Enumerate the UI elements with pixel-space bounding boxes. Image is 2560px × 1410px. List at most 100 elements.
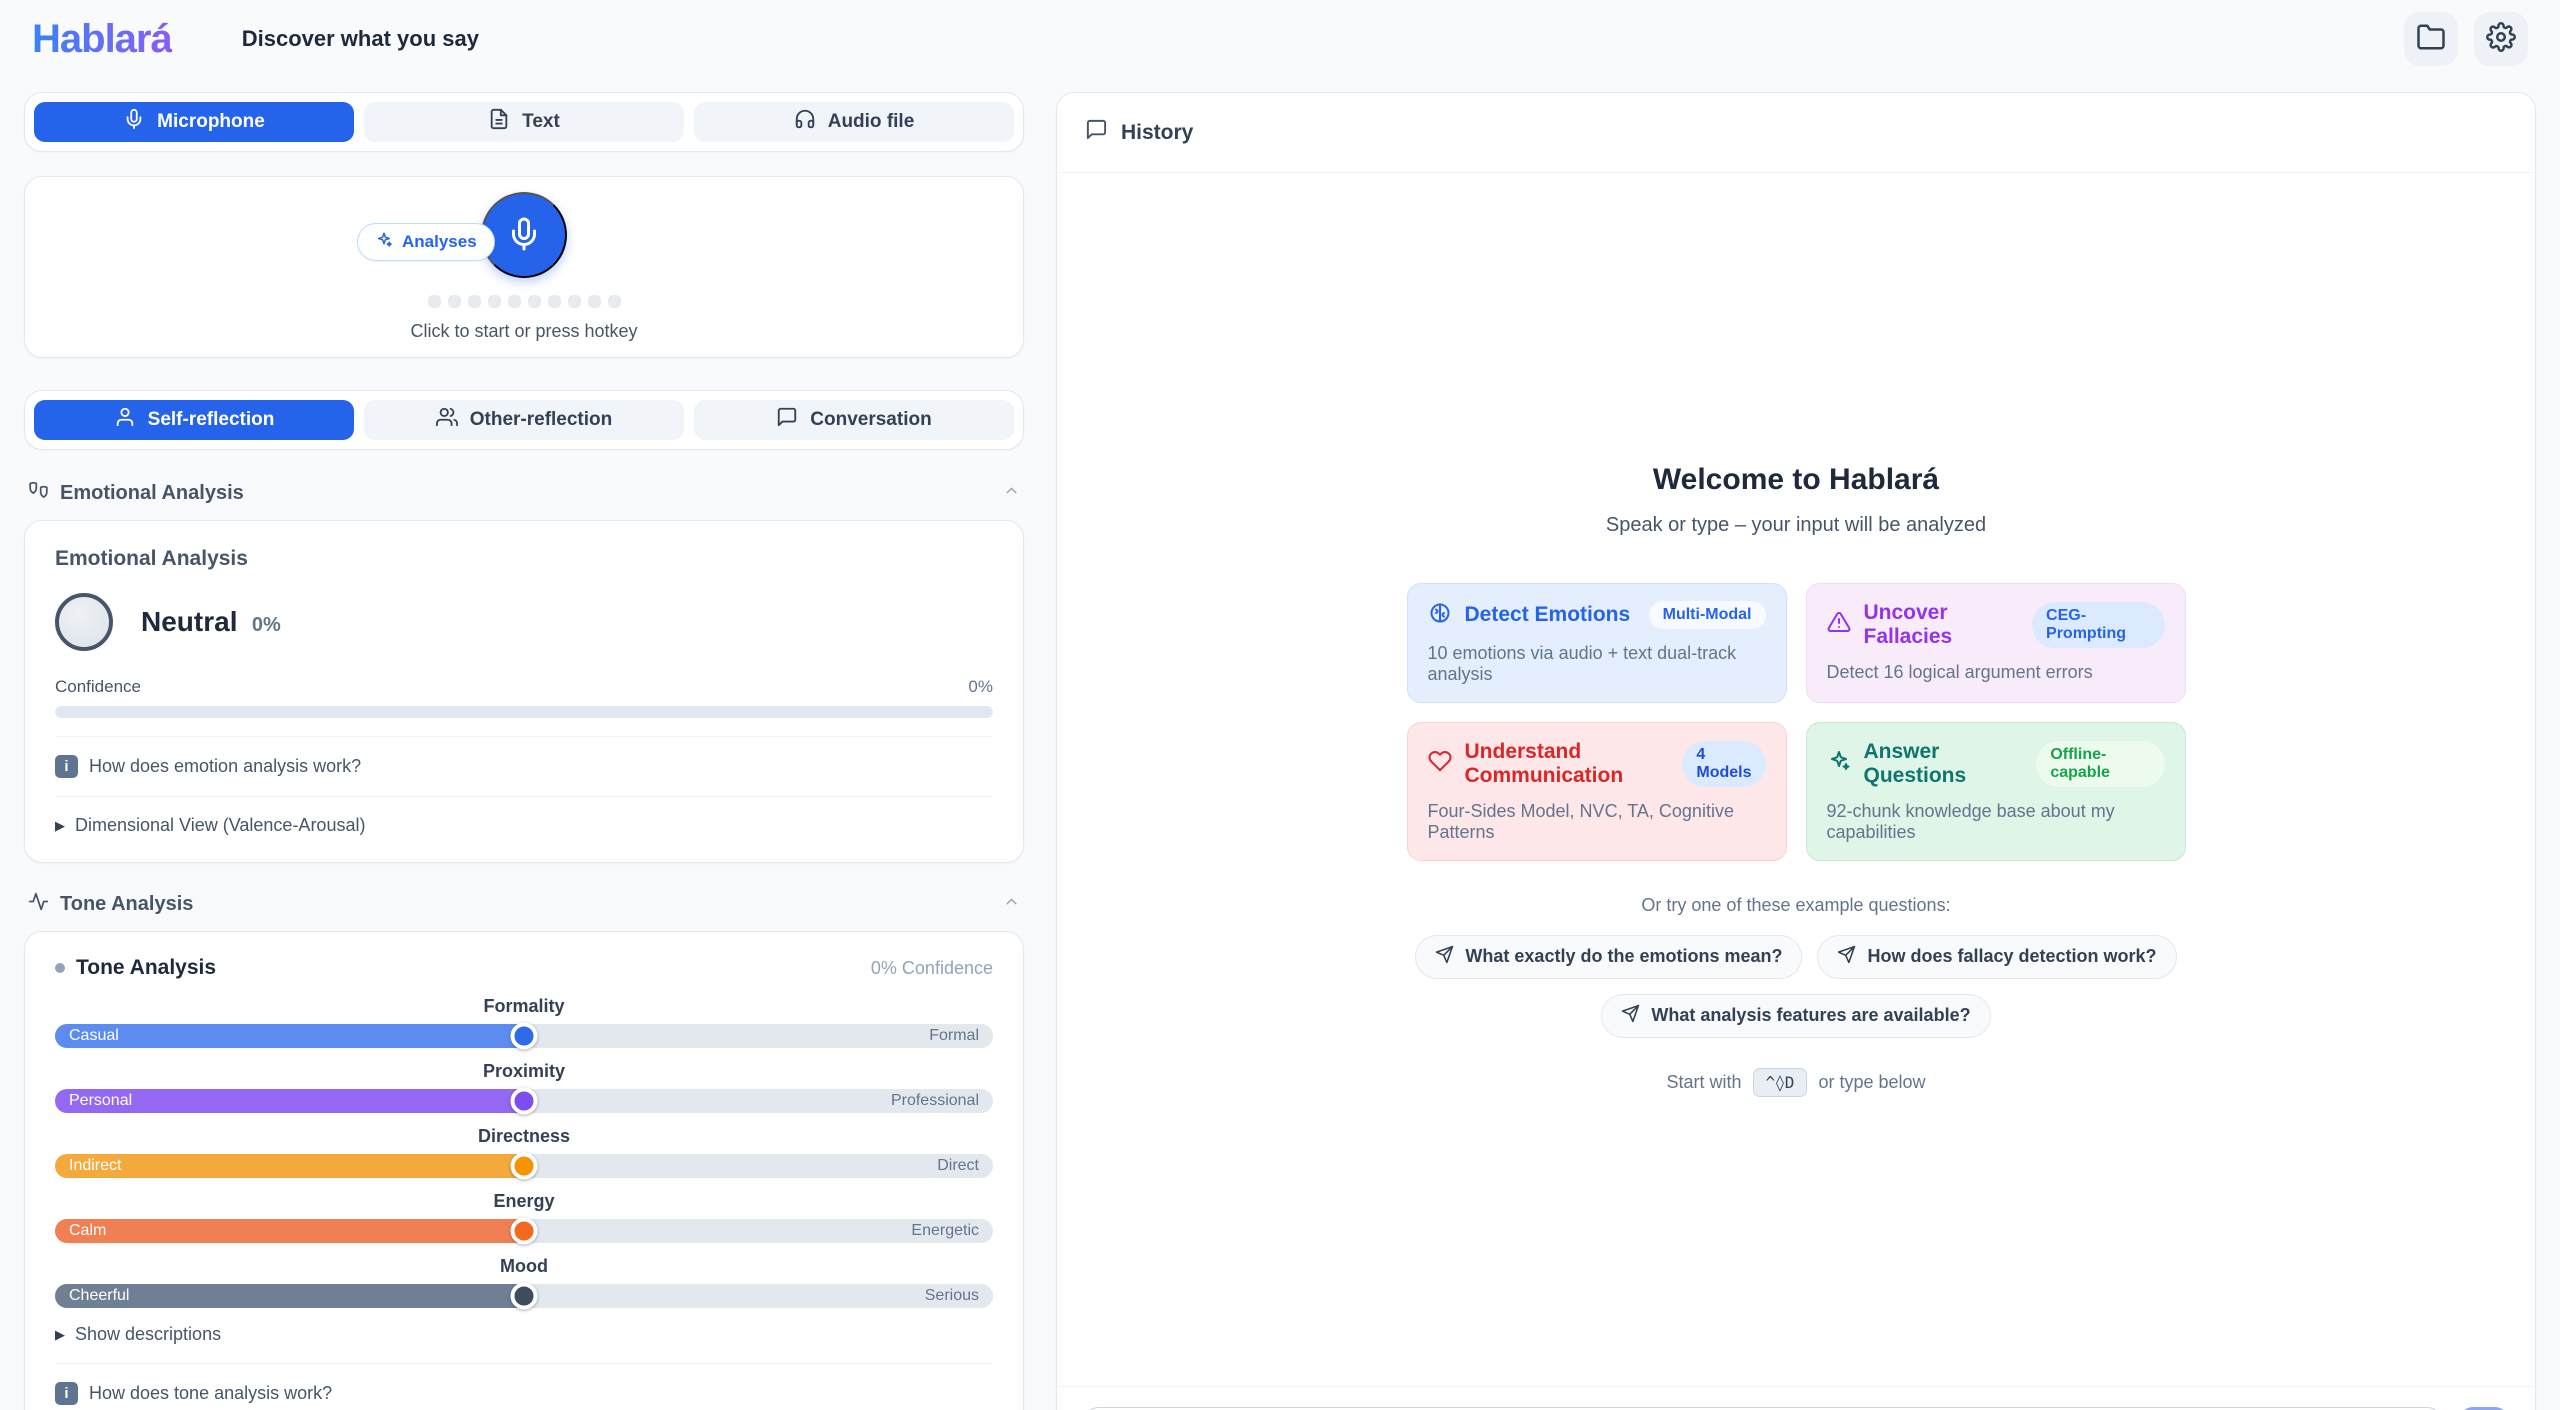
slider-label: Directness xyxy=(477,1126,571,1146)
help-label: How does tone analysis work? xyxy=(89,1383,333,1403)
slider-knob[interactable] xyxy=(510,1022,538,1050)
tab-label: Audio file xyxy=(827,111,915,132)
feature-title: Understand Communication xyxy=(1464,739,1624,787)
tab-audio-file[interactable]: Audio file xyxy=(694,102,1014,142)
slider-proximity: Proximity Personal Professional xyxy=(55,1061,993,1115)
tab-label: Microphone xyxy=(157,111,265,132)
file-text-icon xyxy=(488,108,510,136)
confidence-value: 0% xyxy=(968,677,993,696)
send-button[interactable] xyxy=(2459,1407,2509,1410)
level-dot xyxy=(547,295,561,308)
slider-directness: Directness Indirect Direct xyxy=(55,1126,993,1180)
slider-knob[interactable] xyxy=(510,1152,538,1180)
example-question-button[interactable]: What exactly do the emotions mean? xyxy=(1415,934,1803,979)
divider xyxy=(55,1363,993,1364)
tab-self-reflection[interactable]: Self-reflection xyxy=(34,400,354,440)
user-icon xyxy=(114,406,136,434)
emotional-analysis-section-header[interactable]: Emotional Analysis xyxy=(24,480,1024,507)
slider-knob[interactable] xyxy=(510,1282,538,1310)
slider-max-label: Energetic xyxy=(911,1222,979,1239)
slider-min-label: Calm xyxy=(69,1222,107,1239)
slider-energy: Energy Calm Energetic xyxy=(55,1191,993,1245)
feature-grid: Detect Emotions Multi-Modal 10 emotions … xyxy=(1406,582,2186,861)
section-title: Emotional Analysis xyxy=(60,482,244,504)
feature-badge: Offline-capable xyxy=(2036,740,2165,787)
tab-other-reflection[interactable]: Other-reflection xyxy=(364,400,684,440)
settings-button[interactable] xyxy=(2474,12,2528,66)
divider xyxy=(55,736,993,737)
example-question-label: What analysis features are available? xyxy=(1651,1005,1971,1025)
emotional-analysis-card: Emotional Analysis Neutral 0% Confidence… xyxy=(24,520,1024,863)
tab-microphone[interactable]: Microphone xyxy=(34,102,354,142)
confidence-label: Confidence xyxy=(55,677,142,696)
example-question-label: What exactly do the emotions mean? xyxy=(1465,946,1783,966)
chevron-up-icon[interactable] xyxy=(1003,893,1020,916)
slider-track[interactable]: Indirect Direct xyxy=(55,1152,993,1180)
slider-fill xyxy=(55,1089,524,1113)
confidence-bar xyxy=(55,706,993,718)
level-dot xyxy=(487,295,501,308)
level-dots xyxy=(427,295,621,308)
feature-description: Detect 16 logical argument errors xyxy=(1826,661,2093,682)
help-label: How does emotion analysis work? xyxy=(89,756,362,776)
status-dot xyxy=(55,963,65,973)
level-dot xyxy=(427,295,441,308)
level-dot xyxy=(587,295,601,308)
record-button[interactable] xyxy=(481,192,567,278)
examples-row-2: What analysis features are available? xyxy=(1601,993,1991,1038)
headphones-icon xyxy=(794,108,816,136)
left-column: Microphone Text Audio file Analyses xyxy=(24,92,1024,1410)
tone-confidence: 0% Confidence xyxy=(870,957,993,978)
slider-knob[interactable] xyxy=(510,1217,538,1245)
tone-analysis-section-header[interactable]: Tone Analysis xyxy=(24,891,1024,918)
tab-conversation[interactable]: Conversation xyxy=(694,400,1014,440)
chat-input-bar xyxy=(1057,1386,2535,1410)
feature-badge: CEG-Prompting xyxy=(2032,601,2165,648)
dimensional-view-toggle[interactable]: ▶ Dimensional View (Valence-Arousal) xyxy=(55,815,993,836)
feature-description: 92-chunk knowledge base about my capabil… xyxy=(1826,800,2115,842)
slider-max-label: Serious xyxy=(924,1287,979,1304)
sparkles-icon xyxy=(1827,749,1851,778)
slider-fill xyxy=(55,1154,524,1178)
emotion-help-link[interactable]: i How does emotion analysis work? xyxy=(55,755,993,778)
tone-card-header: Tone Analysis 0% Confidence xyxy=(55,956,993,980)
feature-badge: Multi-Modal xyxy=(1648,601,1766,629)
welcome-subtitle: Speak or type – your input will be analy… xyxy=(1605,513,1987,536)
send-icon xyxy=(1621,1004,1640,1028)
tab-label: Conversation xyxy=(810,409,932,430)
tab-label: Self-reflection xyxy=(147,409,275,430)
hotkey-hint: Start with ^◊D or type below xyxy=(1667,1067,1926,1097)
slider-label: Formality xyxy=(483,996,565,1016)
analyses-button[interactable]: Analyses xyxy=(357,223,495,261)
slider-track[interactable]: Calm Energetic xyxy=(55,1217,993,1245)
slider-max-label: Professional xyxy=(890,1092,979,1109)
disclosure-label: Dimensional View (Valence-Arousal) xyxy=(75,815,366,835)
slider-fill xyxy=(55,1284,524,1308)
slider-label: Mood xyxy=(500,1256,548,1276)
triangle-right-icon: ▶ xyxy=(55,1326,65,1342)
users-icon xyxy=(435,406,458,434)
slider-track[interactable]: Casual Formal xyxy=(55,1022,993,1050)
example-question-button[interactable]: What analysis features are available? xyxy=(1601,993,1991,1038)
topbar: Hablará Discover what you say xyxy=(24,0,2536,78)
examples-row-1: What exactly do the emotions mean? How d… xyxy=(1415,934,2177,979)
chevron-up-icon[interactable] xyxy=(1003,482,1020,505)
tone-card-title-group: Tone Analysis xyxy=(55,956,216,980)
slider-track[interactable]: Personal Professional xyxy=(55,1087,993,1115)
tab-text[interactable]: Text xyxy=(364,102,684,142)
show-descriptions-toggle[interactable]: ▶ Show descriptions xyxy=(55,1324,993,1345)
slider-max-label: Formal xyxy=(929,1027,979,1044)
slider-track[interactable]: Cheerful Serious xyxy=(55,1282,993,1310)
tone-help-link[interactable]: i How does tone analysis work? xyxy=(55,1382,993,1405)
slider-formality: Formality Casual Formal xyxy=(55,996,993,1050)
example-question-button[interactable]: How does fallacy detection work? xyxy=(1817,934,2177,979)
triangle-right-icon: ▶ xyxy=(55,817,65,833)
feature-header: Answer Questions Offline-capable xyxy=(1827,740,2165,788)
warning-triangle-icon xyxy=(1827,610,1851,639)
slider-knob[interactable] xyxy=(510,1087,538,1115)
history-title: History xyxy=(1121,120,1194,144)
slider-max-label: Direct xyxy=(937,1157,979,1174)
info-icon: i xyxy=(55,755,78,778)
app-tagline: Discover what you say xyxy=(241,26,479,51)
sessions-folder-button[interactable] xyxy=(2404,12,2458,66)
